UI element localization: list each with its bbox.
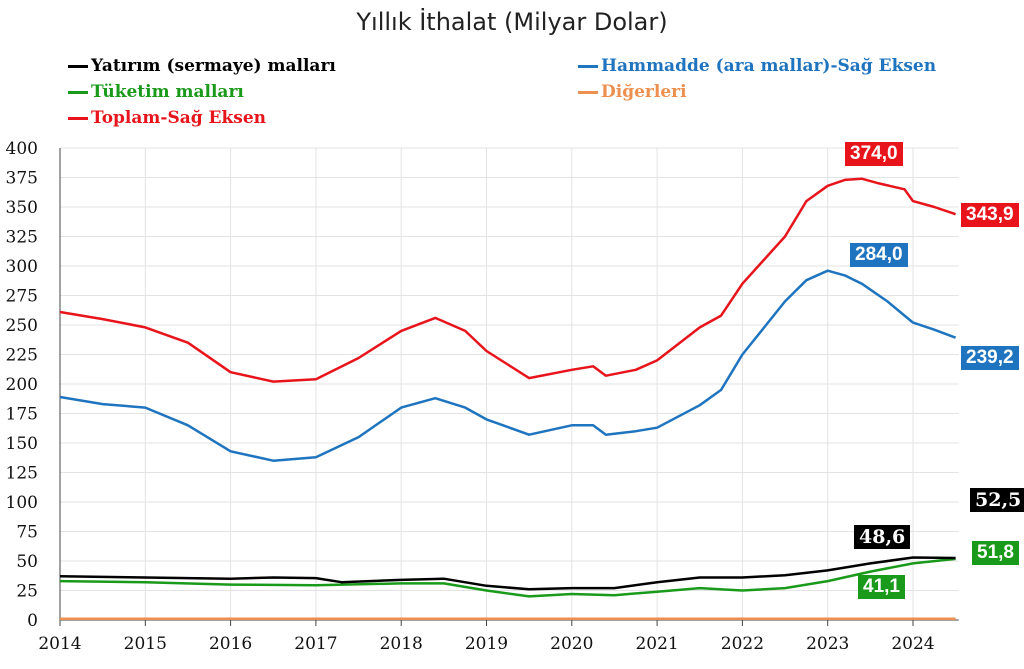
y-tick-label: 150: [6, 434, 38, 454]
legend-swatch: [578, 91, 598, 94]
series-line-3: [59, 269, 957, 462]
y-tick-label: 200: [6, 375, 38, 395]
legend-label: Yatırım (sermaye) malları: [91, 56, 336, 76]
legend-label: Toplam-Sağ Eksen: [91, 108, 267, 128]
y-tick-label: 75: [16, 523, 38, 543]
y-tick-label: 350: [6, 198, 38, 218]
x-tick-label: 2015: [124, 634, 167, 654]
x-tick-label: 2018: [380, 634, 423, 654]
x-tick-label: 2016: [209, 634, 252, 654]
legend-item-yatirim: Yatırım (sermaye) malları: [68, 56, 336, 76]
y-tick-label: 375: [6, 169, 38, 189]
y-tick-label: 250: [6, 316, 38, 336]
series-line-1: [59, 557, 956, 598]
legend-label: Hammadde (ara mallar)-Sağ Eksen: [601, 56, 937, 76]
y-tick-label: 400: [6, 139, 38, 159]
legend-swatch: [68, 117, 88, 120]
label-hammadde-last: 239,2: [961, 346, 1019, 370]
label-yatirim-point: 48,6: [854, 525, 911, 549]
x-tick-label: 2019: [465, 634, 508, 654]
y-tick-label: 275: [6, 287, 38, 307]
x-tick-label: 2014: [38, 634, 81, 654]
y-tick-label: 125: [6, 464, 38, 484]
y-tick-label: 325: [6, 228, 38, 248]
legend-swatch: [68, 91, 88, 94]
y-tick-label: 50: [16, 552, 38, 572]
label-toplam-peak: 374,0: [845, 142, 903, 166]
legend-item-digerleri: Diğerleri: [578, 82, 687, 102]
y-tick-label: 0: [27, 611, 38, 631]
y-tick-label: 175: [6, 405, 38, 425]
label-yatirim-last: 52,5: [970, 488, 1024, 512]
y-tick-label: 25: [16, 582, 38, 602]
chart-title: Yıllık İthalat (Milyar Dolar): [356, 8, 668, 36]
label-tuketim-last: 51,8: [972, 541, 1019, 565]
series-line-0: [59, 556, 956, 591]
x-tick-label: 2024: [891, 634, 934, 654]
legend-item-toplam: Toplam-Sağ Eksen: [68, 108, 266, 128]
x-tick-label: 2020: [550, 634, 593, 654]
legend-swatch: [578, 65, 598, 68]
x-tick-label: 2017: [294, 634, 337, 654]
y-tick-label: 100: [6, 493, 38, 513]
x-tick-label: 2022: [721, 634, 764, 654]
y-tick-label: 300: [6, 257, 38, 277]
label-tuketim-point: 41,1: [858, 575, 905, 599]
label-toplam-last: 343,9: [961, 203, 1019, 227]
legend-label: Diğerleri: [601, 82, 687, 102]
legend-swatch: [68, 65, 88, 68]
legend-item-tuketim: Tüketim malları: [68, 82, 244, 102]
x-tick-label: 2023: [806, 634, 849, 654]
x-tick-label: 2021: [635, 634, 678, 654]
series-line-2: [59, 177, 957, 383]
legend-label: Tüketim malları: [91, 82, 244, 102]
y-tick-label: 225: [6, 346, 38, 366]
legend-item-hammadde: Hammadde (ara mallar)-Sağ Eksen: [578, 56, 936, 76]
label-hammadde-peak: 284,0: [850, 243, 908, 267]
